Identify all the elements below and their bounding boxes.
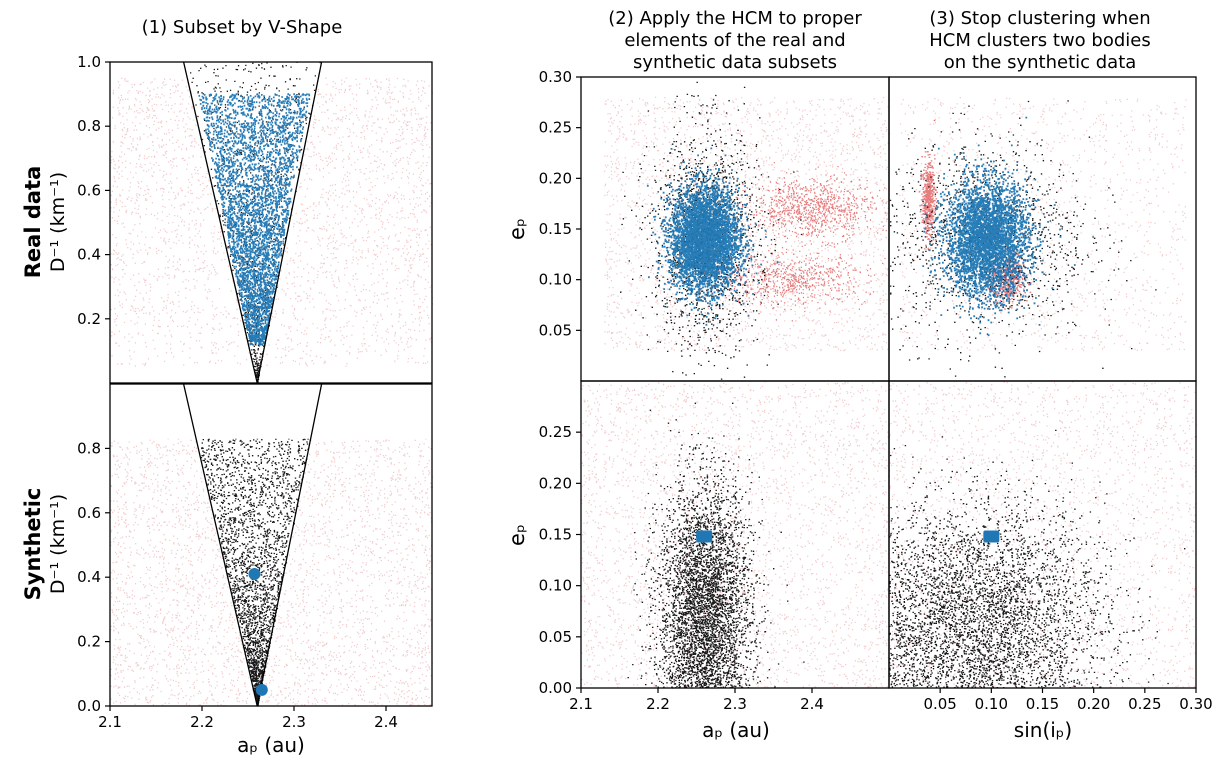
lb-ytick-label: 0.2 (77, 633, 101, 651)
mb-ytick-label: 0.20 (539, 474, 572, 492)
mb-xtick-label: 2.4 (800, 695, 824, 713)
highlighted-body-1 (248, 567, 261, 580)
highlighted-body-2 (255, 683, 268, 696)
red-scatter-path (673, 119, 1034, 322)
row1-label: Real data (21, 166, 45, 279)
mid-top-ylabel: eₚ (505, 218, 529, 240)
mb-xtick-label: 2.3 (723, 695, 747, 713)
col3-title-line1: (3) Stop clustering when (929, 8, 1150, 29)
mb-xtick-label: 2.2 (646, 695, 670, 713)
axes-frame-lb (109, 383, 433, 707)
clustered-pair-mid (696, 530, 713, 543)
mt-ytick-label: 0.05 (539, 321, 572, 339)
lb-xtick-label: 2.3 (282, 713, 306, 731)
lb-ytick-label: 0.0 (77, 697, 101, 715)
col3-title-line2: HCM clusters two bodies (929, 30, 1151, 51)
lt-ytick-label: 0.6 (77, 181, 101, 199)
lb-xtick-label: 2.1 (98, 713, 122, 731)
col2-title-line2: elements of the real and (624, 30, 845, 51)
lb-xtick-label: 2.4 (374, 713, 398, 731)
left-top-ylabel: D⁻¹ (km⁻¹) (47, 172, 69, 272)
right-xlabel: sin(iₚ) (1014, 718, 1072, 742)
lt-ytick-label: 1.0 (77, 53, 101, 71)
mid-bottom-ylabel: eₚ (505, 524, 529, 546)
blue-scatter-path (198, 93, 1076, 346)
mid-xlabel: aₚ (au) (702, 718, 770, 742)
mb-xtick-label: 2.1 (569, 695, 593, 713)
cluster-points (198, 93, 1076, 346)
empty-band (111, 385, 431, 439)
axes-frame-lt (109, 61, 433, 384)
clustered-pair-right (983, 530, 1000, 543)
axes-ticks: 0.2 0.4 0.6 0.8 1.0 0.0 0.2 0.4 0.6 0.8 2.1 2.2 2.3 2… (77, 53, 1213, 731)
mb-ytick-label: 0.25 (539, 423, 572, 441)
lt-ytick-label: 0.8 (77, 117, 101, 135)
rb-xtick-label: 0.10 (975, 695, 1008, 713)
overlay-shapes (111, 61, 1000, 707)
mt-ytick-label: 0.10 (539, 271, 572, 289)
rb-xtick-label: 0.05 (923, 695, 956, 713)
row2-label: Synthetic (21, 488, 45, 601)
mb-ytick-label: 0.05 (539, 628, 572, 646)
lb-xtick-label: 2.2 (190, 713, 214, 731)
col2-title-line3: synthetic data subsets (633, 52, 837, 73)
dense-red-points (673, 119, 1034, 322)
col3-title-line3: on the synthetic data (944, 52, 1137, 73)
mb-ytick-label: 0.10 (539, 577, 572, 595)
lt-ytick-label: 0.2 (77, 310, 101, 328)
mt-ytick-label: 0.30 (539, 68, 572, 86)
lb-ytick-label: 0.4 (77, 568, 101, 586)
rb-xtick-label: 0.15 (1026, 695, 1059, 713)
lt-ytick-label: 0.4 (77, 246, 101, 264)
mt-ytick-label: 0.25 (539, 119, 572, 137)
left-bottom-ylabel: D⁻¹ (km⁻¹) (47, 494, 69, 594)
mb-ytick-label: 0.15 (539, 526, 572, 544)
mt-ytick-label: 0.15 (539, 220, 572, 238)
rb-xtick-label: 0.20 (1077, 695, 1110, 713)
mt-ytick-label: 0.20 (539, 169, 572, 187)
left-xlabel: aₚ (au) (237, 733, 305, 757)
col1-title: (1) Subset by V-Shape (142, 17, 343, 38)
col2-title-line1: (2) Apply the HCM to proper (608, 8, 862, 29)
lb-ytick-label: 0.6 (77, 504, 101, 522)
rb-xtick-label: 0.25 (1128, 695, 1161, 713)
rb-xtick-label: 0.30 (1179, 695, 1212, 713)
mb-ytick-label: 0.00 (539, 679, 572, 697)
lb-ytick-label: 0.8 (77, 439, 101, 457)
